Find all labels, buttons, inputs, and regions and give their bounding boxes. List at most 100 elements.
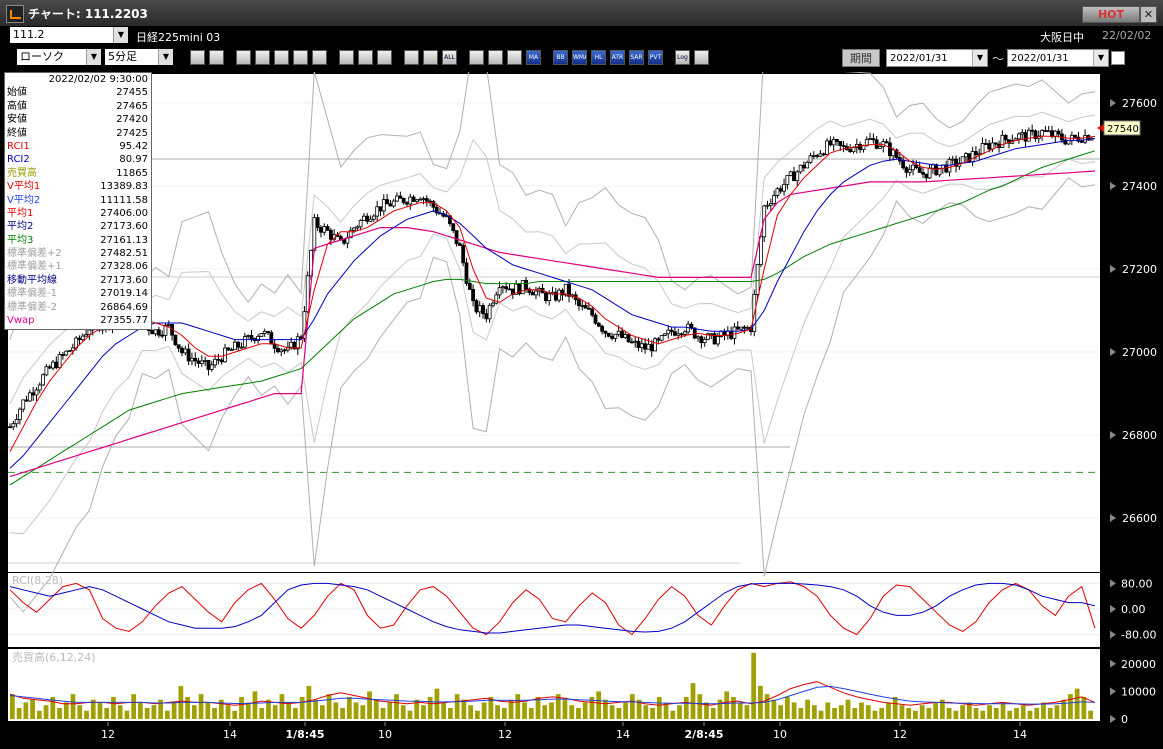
volume-bar bbox=[650, 707, 655, 719]
volume-bar bbox=[340, 707, 345, 719]
candle-body bbox=[471, 288, 476, 301]
candle-body bbox=[590, 308, 595, 316]
candle-body bbox=[636, 340, 641, 349]
candle-body bbox=[500, 286, 505, 289]
candle-body bbox=[603, 330, 608, 334]
candle-body bbox=[586, 307, 591, 310]
chevron-down-icon[interactable]: ▼ bbox=[113, 27, 128, 43]
symbol-select[interactable]: 111.2 ▼ bbox=[10, 27, 128, 43]
volume-bar bbox=[569, 705, 575, 719]
candle-body bbox=[87, 329, 92, 335]
candle-body bbox=[884, 141, 889, 144]
candle-body bbox=[672, 331, 677, 336]
volume-bar bbox=[171, 702, 177, 719]
candle-body bbox=[739, 326, 743, 330]
tick-marker bbox=[1110, 182, 1116, 191]
x-tick-label: 14 bbox=[223, 728, 237, 741]
fit-icon[interactable] bbox=[423, 50, 438, 65]
candle-body bbox=[494, 294, 499, 304]
crosshair-icon[interactable] bbox=[209, 50, 224, 65]
chevron-down-icon[interactable]: ▼ bbox=[972, 50, 987, 66]
info-value: 11111.58 bbox=[100, 194, 148, 206]
disabled-icon[interactable] bbox=[312, 50, 327, 65]
chevron-down-icon[interactable]: ▼ bbox=[1093, 50, 1108, 66]
zoom-icon[interactable] bbox=[190, 50, 205, 65]
bollinger-lower1 bbox=[9, 158, 1096, 535]
info-label: RCI1 bbox=[7, 140, 30, 152]
chart-type-select[interactable]: ローソク ▼ bbox=[17, 49, 101, 65]
candle-body bbox=[461, 245, 466, 264]
date-to-input[interactable]: 2022/01/31 ▼ bbox=[1007, 49, 1109, 67]
last-price-label: 27540 bbox=[1107, 124, 1139, 135]
gear-icon[interactable] bbox=[469, 50, 484, 65]
log-icon[interactable]: Log bbox=[675, 50, 690, 65]
volume-bar bbox=[454, 694, 460, 719]
info-label: V平均2 bbox=[7, 194, 41, 206]
candle-body bbox=[209, 364, 214, 370]
palette-icon[interactable] bbox=[488, 50, 503, 65]
volume-bar bbox=[636, 699, 642, 719]
candle-body bbox=[722, 330, 727, 336]
info-label: 売買高 bbox=[7, 167, 37, 179]
date-from-input[interactable]: 2022/01/31 ▼ bbox=[886, 49, 988, 67]
cursor-icon[interactable] bbox=[358, 50, 373, 65]
bb-icon[interactable]: BB bbox=[553, 50, 568, 65]
clear-icon[interactable] bbox=[694, 50, 709, 65]
candle-body bbox=[457, 243, 462, 246]
ma2-line bbox=[9, 137, 1096, 469]
atr-icon[interactable]: ATR bbox=[610, 50, 625, 65]
pvt-icon[interactable]: PVT bbox=[648, 50, 663, 65]
wma-icon[interactable]: WMA bbox=[572, 50, 587, 65]
chevron-down-icon[interactable]: ▼ bbox=[158, 49, 173, 65]
candle-body bbox=[176, 344, 181, 349]
volume-bar bbox=[731, 696, 736, 719]
volume-bar bbox=[320, 705, 325, 719]
candle-body bbox=[629, 341, 634, 344]
all-icon[interactable]: ALL bbox=[442, 50, 457, 65]
close-button[interactable]: ✕ bbox=[1140, 6, 1157, 23]
sar-icon[interactable]: SAR bbox=[629, 50, 644, 65]
hl-icon[interactable]: HL bbox=[591, 50, 606, 65]
ma-icon[interactable]: MA bbox=[526, 50, 541, 65]
candle-body bbox=[61, 354, 65, 356]
interval-select[interactable]: 5分足 ▼ bbox=[105, 49, 173, 65]
draw-icon[interactable] bbox=[236, 50, 251, 65]
range-icon[interactable] bbox=[274, 50, 289, 65]
period-button[interactable]: 期間 bbox=[842, 49, 880, 67]
candle-body bbox=[633, 340, 638, 343]
info-label: 平均3 bbox=[7, 234, 34, 246]
chart-area[interactable]: 26600 26800 27000 27200 27400 27600 27540 -80.0… bbox=[0, 72, 1163, 749]
arrow-icon[interactable] bbox=[377, 50, 392, 65]
hot-button[interactable]: HOT bbox=[1082, 6, 1140, 23]
volume-bar bbox=[913, 710, 918, 719]
candle-body bbox=[186, 348, 191, 362]
candle-body bbox=[758, 236, 763, 265]
info-label: 移動平均線 bbox=[7, 274, 57, 286]
candle-body bbox=[732, 326, 737, 339]
tick-marker bbox=[1110, 265, 1116, 274]
bar-icon[interactable] bbox=[293, 50, 308, 65]
volume-bar bbox=[785, 696, 790, 719]
period-icon[interactable] bbox=[404, 50, 419, 65]
chevron-down-icon[interactable]: ▼ bbox=[86, 49, 101, 65]
volume-title: 売買高(6,12,24) bbox=[12, 650, 96, 664]
candle-body bbox=[914, 164, 919, 169]
trendline-icon[interactable] bbox=[339, 50, 354, 65]
info-label: 平均2 bbox=[7, 221, 34, 233]
volume-bar bbox=[10, 694, 15, 719]
candle-body bbox=[54, 361, 59, 369]
magnify-icon[interactable] bbox=[255, 50, 270, 65]
range-checkbox[interactable] bbox=[1111, 51, 1125, 65]
volume-bar bbox=[744, 705, 750, 719]
candle-body bbox=[80, 335, 85, 341]
candle-body bbox=[715, 336, 720, 345]
candle-body bbox=[795, 171, 800, 182]
info-label: 平均1 bbox=[7, 207, 34, 219]
candle-body bbox=[656, 338, 661, 341]
volume-bar bbox=[333, 702, 339, 719]
volume-tick-marker bbox=[1110, 687, 1116, 696]
info-row: 標準偏差-2 26864.69 bbox=[5, 301, 151, 314]
candle-body bbox=[1033, 130, 1038, 140]
volume-bar bbox=[892, 696, 898, 719]
grid-icon[interactable] bbox=[507, 50, 522, 65]
